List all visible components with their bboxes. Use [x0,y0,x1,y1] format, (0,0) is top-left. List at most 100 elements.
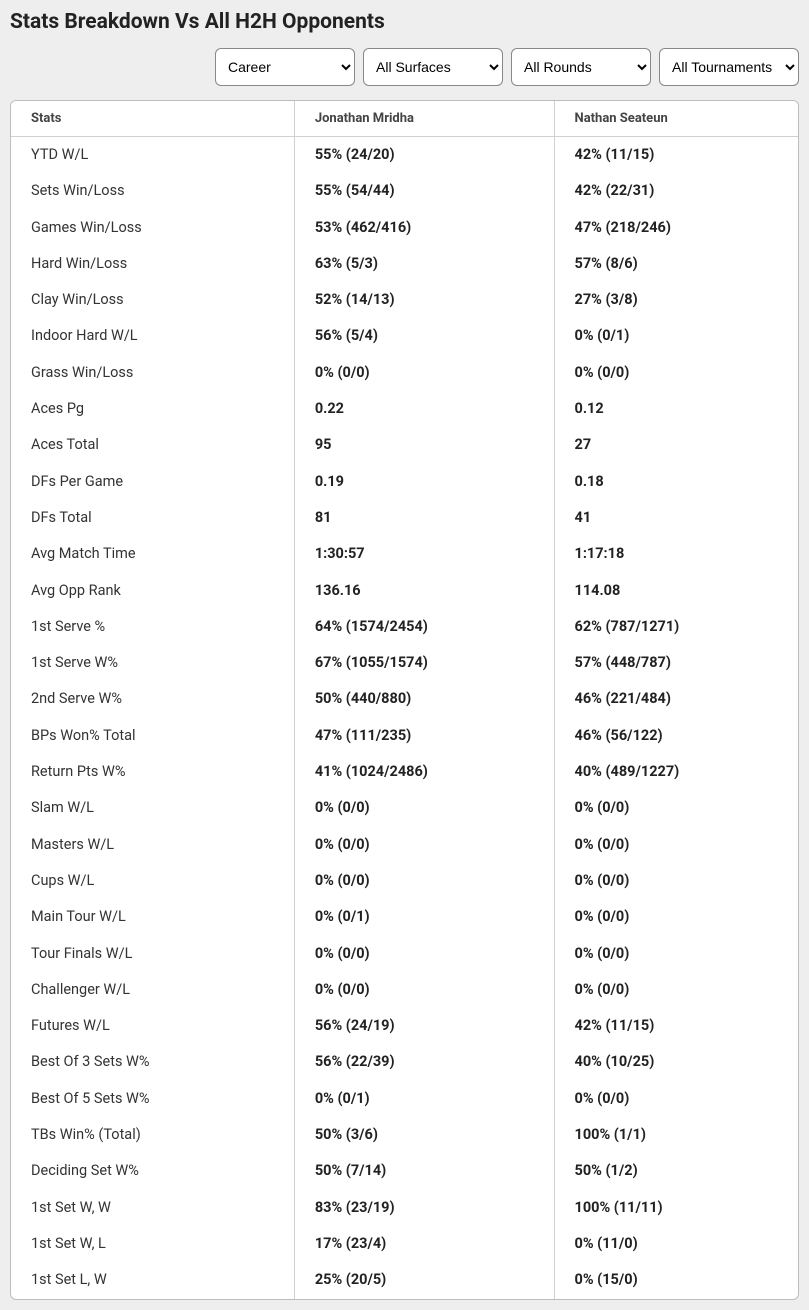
table-row: 2nd Serve W%50% (440/880)46% (221/484) [11,681,798,717]
player1-value: 52% (14/13) [294,282,554,318]
player2-value: 114.08 [554,573,798,609]
stat-label: TBs Win% (Total) [11,1117,294,1153]
player2-value: 0% (0/0) [554,863,798,899]
table-row: BPs Won% Total47% (111/235)46% (56/122) [11,718,798,754]
table-row: Tour Finals W/L0% (0/0)0% (0/0) [11,936,798,972]
player1-value: 55% (54/44) [294,173,554,209]
table-row: Clay Win/Loss52% (14/13)27% (3/8) [11,282,798,318]
stat-label: 2nd Serve W% [11,681,294,717]
player2-value: 0% (0/0) [554,899,798,935]
player1-value: 56% (5/4) [294,318,554,354]
player2-value: 0% (0/0) [554,827,798,863]
player2-value: 0% (0/0) [554,972,798,1008]
tournaments-select[interactable]: All Tournaments [659,48,799,86]
player2-value: 50% (1/2) [554,1153,798,1189]
table-row: Masters W/L0% (0/0)0% (0/0) [11,827,798,863]
page-title: Stats Breakdown Vs All H2H Opponents [10,10,799,34]
player1-value: 53% (462/416) [294,210,554,246]
stat-label: Grass Win/Loss [11,355,294,391]
player1-value: 25% (20/5) [294,1262,554,1298]
player2-value: 42% (22/31) [554,173,798,209]
player2-value: 27% (3/8) [554,282,798,318]
stat-label: Tour Finals W/L [11,936,294,972]
player2-value: 40% (489/1227) [554,754,798,790]
player1-value: 95 [294,427,554,463]
career-select[interactable]: Career [215,48,355,86]
player1-value: 0.22 [294,391,554,427]
stats-table-container: Stats Jonathan Mridha Nathan Seateun YTD… [10,100,799,1300]
player1-value: 0% (0/1) [294,899,554,935]
stat-label: Aces Total [11,427,294,463]
player2-value: 57% (8/6) [554,246,798,282]
player1-value: 136.16 [294,573,554,609]
table-row: Best Of 3 Sets W%56% (22/39)40% (10/25) [11,1044,798,1080]
stat-label: Futures W/L [11,1008,294,1044]
table-row: Return Pts W%41% (1024/2486)40% (489/122… [11,754,798,790]
header-stats: Stats [11,101,294,137]
stat-label: Hard Win/Loss [11,246,294,282]
player1-value: 0% (0/1) [294,1081,554,1117]
player2-value: 0.12 [554,391,798,427]
player2-value: 0% (0/0) [554,355,798,391]
player2-value: 0% (0/1) [554,318,798,354]
table-row: Games Win/Loss53% (462/416)47% (218/246) [11,210,798,246]
stat-label: 1st Set L, W [11,1262,294,1298]
table-row: 1st Set W, W83% (23/19)100% (11/11) [11,1190,798,1226]
table-row: TBs Win% (Total)50% (3/6)100% (1/1) [11,1117,798,1153]
stat-label: Avg Match Time [11,536,294,572]
table-row: Sets Win/Loss55% (54/44)42% (22/31) [11,173,798,209]
player2-value: 0% (0/0) [554,790,798,826]
player2-value: 42% (11/15) [554,1008,798,1044]
stat-label: 1st Set W, W [11,1190,294,1226]
player1-value: 0% (0/0) [294,863,554,899]
stat-label: DFs Total [11,500,294,536]
table-row: Hard Win/Loss63% (5/3)57% (8/6) [11,246,798,282]
player2-value: 46% (56/122) [554,718,798,754]
stat-label: 1st Serve W% [11,645,294,681]
player1-value: 0% (0/0) [294,790,554,826]
player1-value: 63% (5/3) [294,246,554,282]
table-row: DFs Per Game0.190.18 [11,464,798,500]
player2-value: 100% (1/1) [554,1117,798,1153]
stat-label: DFs Per Game [11,464,294,500]
player2-value: 41 [554,500,798,536]
player1-value: 0.19 [294,464,554,500]
stat-label: Cups W/L [11,863,294,899]
player1-value: 1:30:57 [294,536,554,572]
table-row: Best Of 5 Sets W%0% (0/1)0% (0/0) [11,1081,798,1117]
stat-label: Clay Win/Loss [11,282,294,318]
player1-value: 83% (23/19) [294,1190,554,1226]
stat-label: 1st Set W, L [11,1226,294,1262]
header-player1: Jonathan Mridha [294,101,554,137]
stat-label: Games Win/Loss [11,210,294,246]
player2-value: 47% (218/246) [554,210,798,246]
table-row: Indoor Hard W/L56% (5/4)0% (0/1) [11,318,798,354]
table-header-row: Stats Jonathan Mridha Nathan Seateun [11,101,798,137]
player1-value: 55% (24/20) [294,137,554,174]
player1-value: 50% (440/880) [294,681,554,717]
rounds-select[interactable]: All Rounds [511,48,651,86]
surfaces-select[interactable]: All Surfaces [363,48,503,86]
stat-label: Masters W/L [11,827,294,863]
stat-label: Main Tour W/L [11,899,294,935]
player2-value: 42% (11/15) [554,137,798,174]
stat-label: Best Of 3 Sets W% [11,1044,294,1080]
stat-label: 1st Serve % [11,609,294,645]
stat-label: BPs Won% Total [11,718,294,754]
table-row: Main Tour W/L0% (0/1)0% (0/0) [11,899,798,935]
table-row: Challenger W/L0% (0/0)0% (0/0) [11,972,798,1008]
filter-bar: Career All Surfaces All Rounds All Tourn… [10,48,799,86]
player1-value: 56% (24/19) [294,1008,554,1044]
player1-value: 47% (111/235) [294,718,554,754]
player2-value: 0% (15/0) [554,1262,798,1298]
table-row: 1st Set W, L17% (23/4)0% (11/0) [11,1226,798,1262]
player1-value: 0% (0/0) [294,355,554,391]
stat-label: Slam W/L [11,790,294,826]
player2-value: 0.18 [554,464,798,500]
player2-value: 57% (448/787) [554,645,798,681]
player2-value: 0% (0/0) [554,936,798,972]
stat-label: Avg Opp Rank [11,573,294,609]
stat-label: Sets Win/Loss [11,173,294,209]
table-row: Avg Match Time1:30:571:17:18 [11,536,798,572]
table-row: Cups W/L0% (0/0)0% (0/0) [11,863,798,899]
